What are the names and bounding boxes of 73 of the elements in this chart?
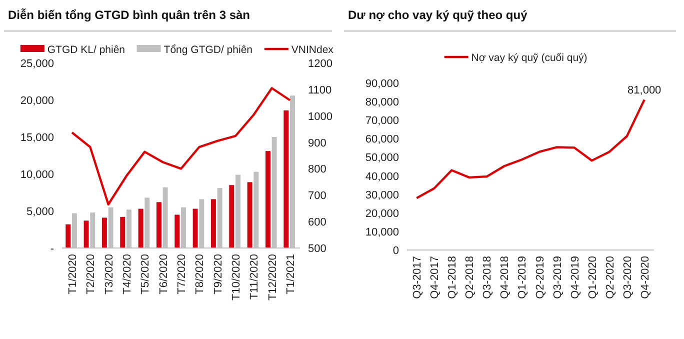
bar [284, 110, 289, 248]
y-tick-label: 5,000 [26, 206, 54, 218]
x-tick-label: Q3-2019 [552, 256, 564, 299]
bar [174, 214, 180, 248]
y2-tick-label: 1100 [308, 84, 332, 96]
y2-tick-label: 900 [308, 137, 326, 150]
bar [265, 151, 270, 248]
x-tick-label: Q4-2018 [499, 256, 512, 299]
x-tick-label: Q3-2020 [622, 256, 634, 299]
y-tick-label: 90,000 [365, 78, 399, 90]
chart-title: Dư nợ cho vay ký quỹ theo quý [348, 8, 528, 22]
y-tick-label: 0 [392, 245, 399, 257]
bar [210, 199, 216, 248]
y-tick-label: - [50, 243, 54, 255]
x-tick-label: Q3-2017 [412, 256, 424, 299]
bar [120, 216, 126, 248]
bar [192, 208, 198, 248]
x-tick-label: T10/2020 [230, 254, 243, 300]
bar [156, 202, 162, 248]
y-tick-label: 20,000 [365, 208, 399, 220]
x-tick-label: T1/2021 [285, 254, 298, 294]
legend-label: Nợ vay ký quỹ (cuối quý) [471, 52, 588, 64]
legend-label: GTGD KL/ phiên [47, 44, 126, 56]
y-tick-label: 30,000 [365, 189, 399, 202]
x-tick-label: T5/2020 [140, 254, 152, 294]
y-tick-label: 10,000 [365, 226, 399, 238]
y-tick-label: 20,000 [20, 95, 54, 107]
x-tick-label: Q2-2018 [464, 256, 476, 299]
y-tick-label: 60,000 [365, 134, 399, 146]
y-tick-label: 15,000 [20, 132, 54, 144]
x-tick-label: T2/2020 [85, 254, 98, 294]
y2-tick-label: 1000 [308, 110, 332, 123]
x-tick-label: Q1-2018 [446, 256, 459, 299]
line-series [70, 87, 292, 206]
x-tick-label: T3/2020 [103, 254, 116, 294]
bar [138, 208, 144, 248]
x-tick-label: T8/2020 [194, 254, 206, 294]
y-tick-label: 40,000 [365, 170, 399, 183]
y-tick-label: 70,000 [365, 115, 399, 128]
legend-label: VNINdex [291, 44, 334, 56]
y2-tick-label: 800 [308, 164, 326, 176]
x-tick-label: T12/2020 [266, 254, 279, 300]
x-tick-label: T9/2020 [212, 254, 224, 294]
x-tick-label: Q3-2018 [482, 256, 494, 299]
line-series [416, 98, 646, 200]
bar [247, 182, 252, 248]
y-tick-label: 80,000 [365, 96, 399, 109]
x-tick-label: Q4-2017 [429, 256, 442, 299]
x-tick-label: Q2-2020 [604, 256, 616, 299]
x-tick-label: T11/2020 [248, 254, 261, 300]
x-tick-label: Q4-2019 [569, 256, 582, 299]
y2-tick-label: 700 [308, 190, 326, 202]
bar [102, 218, 107, 248]
y-tick-label: 25,000 [20, 58, 54, 70]
x-tick-label: T7/2020 [176, 254, 188, 294]
bar [229, 185, 234, 248]
x-tick-label: Q4-2020 [639, 256, 652, 299]
bar [84, 220, 89, 248]
y2-tick-label: 600 [308, 216, 326, 229]
y2-tick-label: 1200 [308, 58, 332, 70]
x-tick-label: T1/2020 [66, 254, 79, 294]
x-tick-label: Q1-2020 [586, 256, 599, 299]
y-tick-label: 50,000 [365, 152, 399, 164]
x-tick-label: Q2-2019 [534, 256, 546, 299]
x-tick-label: T6/2020 [158, 254, 170, 294]
x-tick-label: Q1-2019 [516, 256, 529, 299]
y2-tick-label: 500 [308, 243, 326, 255]
chart-title: Diễn biến tổng GTGD bình quân trên 3 sàn [8, 8, 250, 22]
data-label: 81,000 [628, 84, 662, 97]
x-tick-label: T4/2020 [121, 254, 134, 294]
legend-label: Tổng GTGD/ phiên [164, 44, 253, 56]
y-tick-label: 10,000 [20, 169, 54, 181]
bar [66, 224, 71, 248]
